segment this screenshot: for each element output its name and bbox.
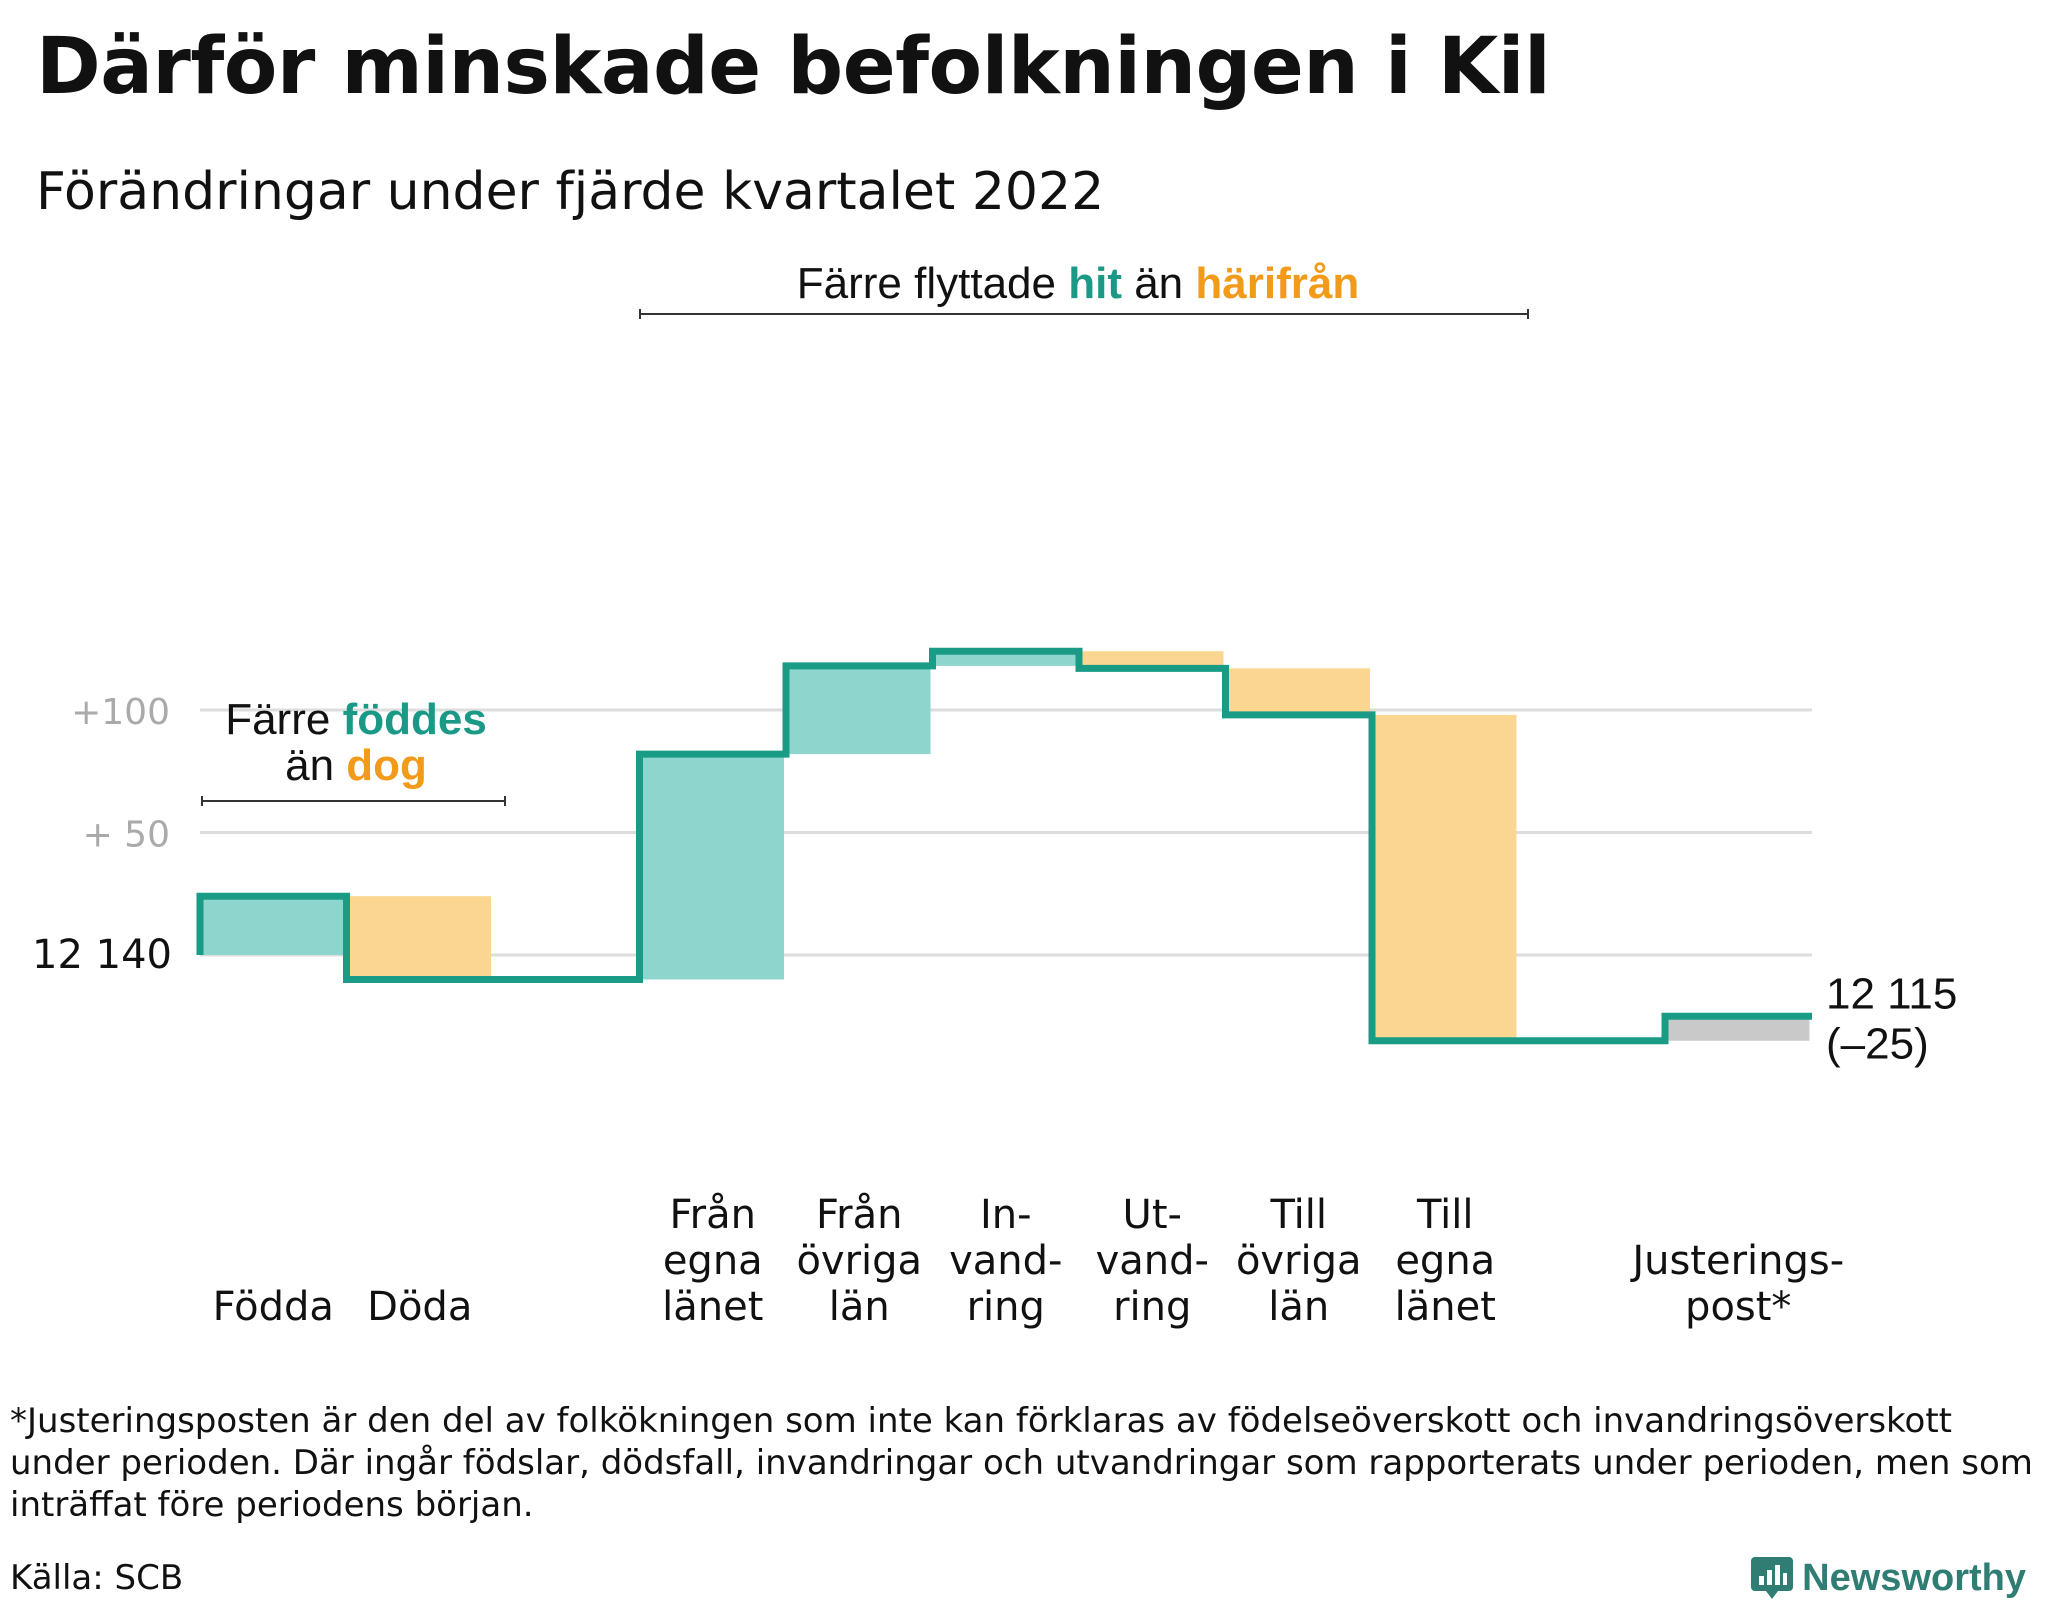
category-label: län	[1268, 1284, 1329, 1330]
category-label: Döda	[367, 1284, 472, 1330]
start-value-label: 12 140	[32, 932, 172, 978]
category-label: egna	[1395, 1238, 1495, 1284]
category-label: post*	[1685, 1284, 1791, 1330]
category-label: Justerings-	[1629, 1238, 1844, 1284]
waterfall-bar	[1374, 714, 1517, 1041]
category-label: länet	[662, 1284, 763, 1330]
category-label: Ut-	[1123, 1192, 1182, 1238]
chart-title: Därför minskade befolkningen i Kil	[36, 22, 1551, 112]
annotation-text: än	[1122, 259, 1195, 308]
waterfall-bar	[934, 651, 1077, 666]
category-label: vand-	[949, 1238, 1062, 1284]
category-label: In-	[980, 1192, 1032, 1238]
waterfall-bar	[788, 665, 931, 755]
annotation-text: än	[285, 741, 346, 790]
category-label: egna	[663, 1238, 763, 1284]
category-label: Till	[1416, 1192, 1474, 1238]
annotation-highlight-in: hit	[1068, 259, 1122, 308]
annotation-highlight-out: härifrån	[1195, 259, 1359, 308]
category-label: övriga	[1236, 1238, 1362, 1284]
migration-annotation: Färre flyttade hit än härifrån	[797, 259, 1359, 308]
category-label: ring	[967, 1284, 1045, 1330]
category-label: vand-	[1096, 1238, 1209, 1284]
y-tick-label: +100	[71, 692, 170, 733]
brand-logo: Newsworthy	[1750, 1556, 2026, 1600]
category-label: län	[829, 1284, 890, 1330]
births-annotation-line1: Färre föddes	[225, 695, 487, 744]
waterfall-bar	[1081, 651, 1224, 669]
newsworthy-logo-icon	[1751, 1557, 1794, 1599]
brand-name: Newsworthy	[1802, 1556, 2026, 1599]
end-value-label: 12 115	[1826, 969, 1957, 1018]
category-label: Från	[816, 1192, 902, 1238]
category-label: länet	[1395, 1284, 1496, 1330]
cumulative-step-line	[196, 647, 1812, 1045]
category-label: Till	[1269, 1192, 1327, 1238]
waterfall-bar	[1667, 1016, 1810, 1041]
waterfall-bar	[1227, 668, 1370, 715]
category-label: Från	[670, 1192, 756, 1238]
chart-subtitle: Förändringar under fjärde kvartalet 2022	[36, 162, 1105, 222]
y-tick-label: + 50	[83, 815, 170, 856]
births-annotation-line2: än dog	[285, 741, 427, 790]
annotation-highlight-births: föddes	[343, 695, 487, 744]
waterfall-bar	[202, 896, 345, 955]
annotation-text: Färre flyttade	[797, 259, 1068, 308]
waterfall-bar	[641, 754, 784, 980]
source-label: Källa: SCB	[10, 1558, 184, 1598]
category-label: Födda	[213, 1284, 334, 1330]
annotation-highlight-deaths: dog	[346, 741, 427, 790]
waterfall-bar	[348, 896, 491, 980]
category-label: övriga	[796, 1238, 922, 1284]
end-change-label: (–25)	[1826, 1019, 1929, 1068]
footnote: *Justeringsposten är den del av folkökni…	[10, 1401, 2033, 1525]
annotation-text: Färre	[225, 695, 342, 744]
category-label: ring	[1113, 1284, 1191, 1330]
